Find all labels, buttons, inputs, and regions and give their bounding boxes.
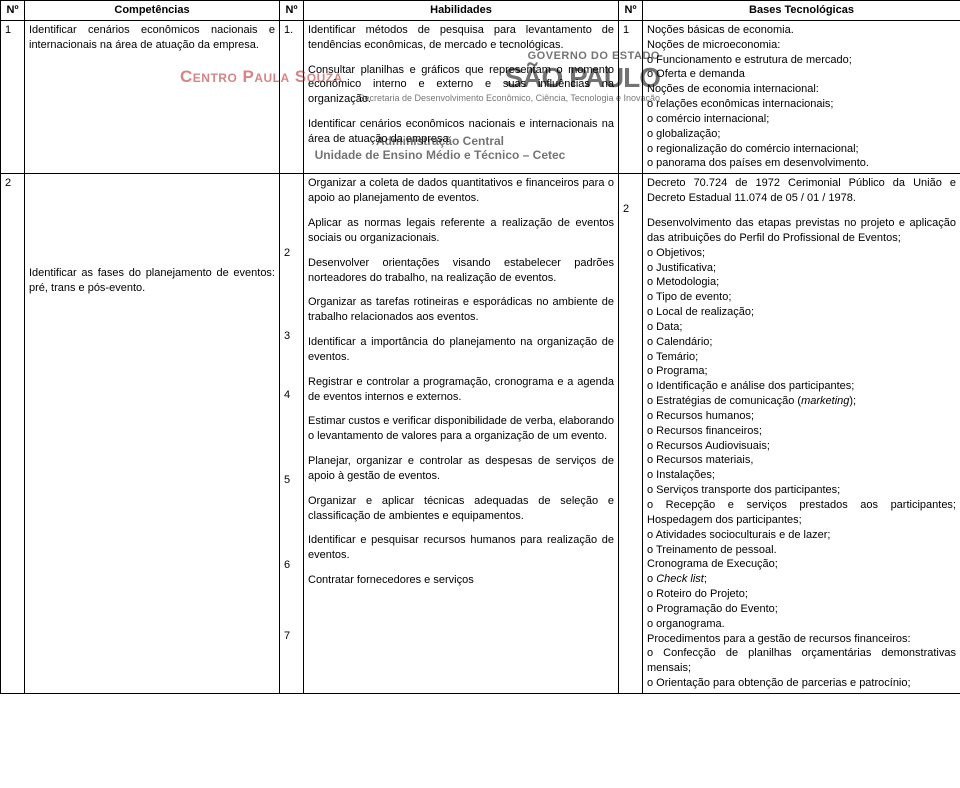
hab-text: Identificar cenários econômicos nacionai… (308, 117, 614, 147)
th-habilidades: Habilidades (304, 1, 619, 21)
base-line: o Recursos materiais, (647, 453, 956, 468)
base-line: o Recursos financeiros; (647, 424, 956, 439)
th-n2: Nº (280, 1, 304, 21)
base-text: Decreto 70.724 de 1972 Cerimonial Públic… (647, 176, 956, 206)
th-bases: Bases Tecnológicas (643, 1, 960, 21)
cell-n1: 2 (1, 174, 25, 694)
base-line: o Objetivos; (647, 246, 956, 261)
base-line: o Programação do Evento; (647, 602, 956, 617)
cell-base-n: 1 (619, 20, 643, 173)
base-line: o Data; (647, 320, 956, 335)
table-row: 1 Identificar cenários econômicos nacion… (1, 20, 960, 173)
base-list: o Objetivos;o Justificativa;o Metodologi… (647, 246, 956, 691)
hab-text: Estimar custos e verificar disponibilida… (308, 414, 614, 444)
hab-text: Organizar a coleta de dados quantitativo… (308, 176, 614, 206)
base-line: o Local de realização; (647, 305, 956, 320)
base-line: o Instalações; (647, 468, 956, 483)
base-line: o Identificação e análise dos participan… (647, 379, 956, 394)
cell-n1: 1 (1, 20, 25, 173)
hab-text: Planejar, organizar e controlar as despe… (308, 454, 614, 484)
base-line: Noções de microeconomia: (647, 38, 956, 53)
hab-text: Organizar e aplicar técnicas adequadas d… (308, 494, 614, 524)
cell-base: Decreto 70.724 de 1972 Cerimonial Públic… (643, 174, 960, 694)
curriculum-table: Nº Competências Nº Habilidades Nº Bases … (0, 0, 960, 694)
base-line: o Tipo de evento; (647, 290, 956, 305)
base-line: o Estratégias de comunicação (marketing)… (647, 394, 956, 409)
base-line: o Serviços transporte dos participantes; (647, 483, 956, 498)
base-line: o Programa; (647, 364, 956, 379)
hab-text: Contratar fornecedores e serviços (308, 573, 614, 588)
base-line: o Check list; (647, 572, 956, 587)
hab-num: 6 (284, 558, 299, 573)
base-line: o Recepção e serviços prestados aos part… (647, 498, 956, 528)
table-header-row: Nº Competências Nº Habilidades Nº Bases … (1, 1, 960, 21)
base-line: o Recursos humanos; (647, 409, 956, 424)
cell-hab-n: 1. (280, 20, 304, 173)
base-num: 2 (623, 202, 638, 217)
cell-habilidade: Identificar métodos de pesquisa para lev… (304, 20, 619, 173)
base-text: Desenvolvimento das etapas previstas no … (647, 216, 956, 246)
hab-text: Desenvolver orientações visando estabele… (308, 256, 614, 286)
hab-text: Aplicar as normas legais referente a rea… (308, 216, 614, 246)
base-line: o Calendário; (647, 335, 956, 350)
base-line: o comércio internacional; (647, 112, 956, 127)
hab-num: 4 (284, 388, 299, 403)
hab-num: 7 (284, 629, 299, 644)
hab-text: Registrar e controlar a programação, cro… (308, 375, 614, 405)
comp-text: Identificar as fases do planejamento de … (29, 266, 275, 296)
base-line: o Orientação para obtenção de parcerias … (647, 676, 956, 691)
th-competencias: Competências (25, 1, 280, 21)
base-line: o regionalização do comércio internacion… (647, 142, 956, 157)
base-line: o panorama dos países em desenvolvimento… (647, 156, 956, 171)
base-line: o Metodologia; (647, 275, 956, 290)
base-line: Noções básicas de economia. (647, 23, 956, 38)
th-n3: Nº (619, 1, 643, 21)
base-line: o Oferta e demanda (647, 67, 956, 82)
hab-text: Identificar a importância do planejament… (308, 335, 614, 365)
base-line: Noções de economia internacional: (647, 82, 956, 97)
hab-num: 5 (284, 473, 299, 488)
hab-num: 3 (284, 329, 299, 344)
base-line: o Treinamento de pessoal. (647, 543, 956, 558)
cell-habilidade: Organizar a coleta de dados quantitativo… (304, 174, 619, 694)
base-line: o Justificativa; (647, 261, 956, 276)
hab-text: Identificar e pesquisar recursos humanos… (308, 533, 614, 563)
hab-num: 2 (284, 246, 299, 261)
cell-base: Noções básicas de economia. Noções de mi… (643, 20, 960, 173)
base-line: Procedimentos para a gestão de recursos … (647, 632, 956, 647)
base-line: o Funcionamento e estrutura de mercado; (647, 53, 956, 68)
base-line: o Atividades socioculturais e de lazer; (647, 528, 956, 543)
cell-base-n: 2 (619, 174, 643, 694)
base-line: o organograma. (647, 617, 956, 632)
hab-text: Consultar planilhas e gráficos que repre… (308, 63, 614, 108)
hab-text: Organizar as tarefas rotineiras e esporá… (308, 295, 614, 325)
base-line: o Confecção de planilhas orçamentárias d… (647, 646, 956, 676)
base-line: o Recursos Audiovisuais; (647, 439, 956, 454)
cell-competencia: Identificar as fases do planejamento de … (25, 174, 280, 694)
page: Centro Paula Souza GOVERNO DO ESTADO SÃO… (0, 0, 960, 788)
hab-text: Identificar métodos de pesquisa para lev… (308, 23, 614, 53)
base-line: o relações econômicas internacionais; (647, 97, 956, 112)
table-row: 2 Identificar as fases do planejamento d… (1, 174, 960, 694)
base-line: o Roteiro do Projeto; (647, 587, 956, 602)
base-line: o Temário; (647, 350, 956, 365)
base-line: Cronograma de Execução; (647, 557, 956, 572)
cell-competencia: Identificar cenários econômicos nacionai… (25, 20, 280, 173)
cell-hab-nums: 2 3 4 5 6 7 (280, 174, 304, 694)
base-line: o globalização; (647, 127, 956, 142)
th-n1: Nº (1, 1, 25, 21)
